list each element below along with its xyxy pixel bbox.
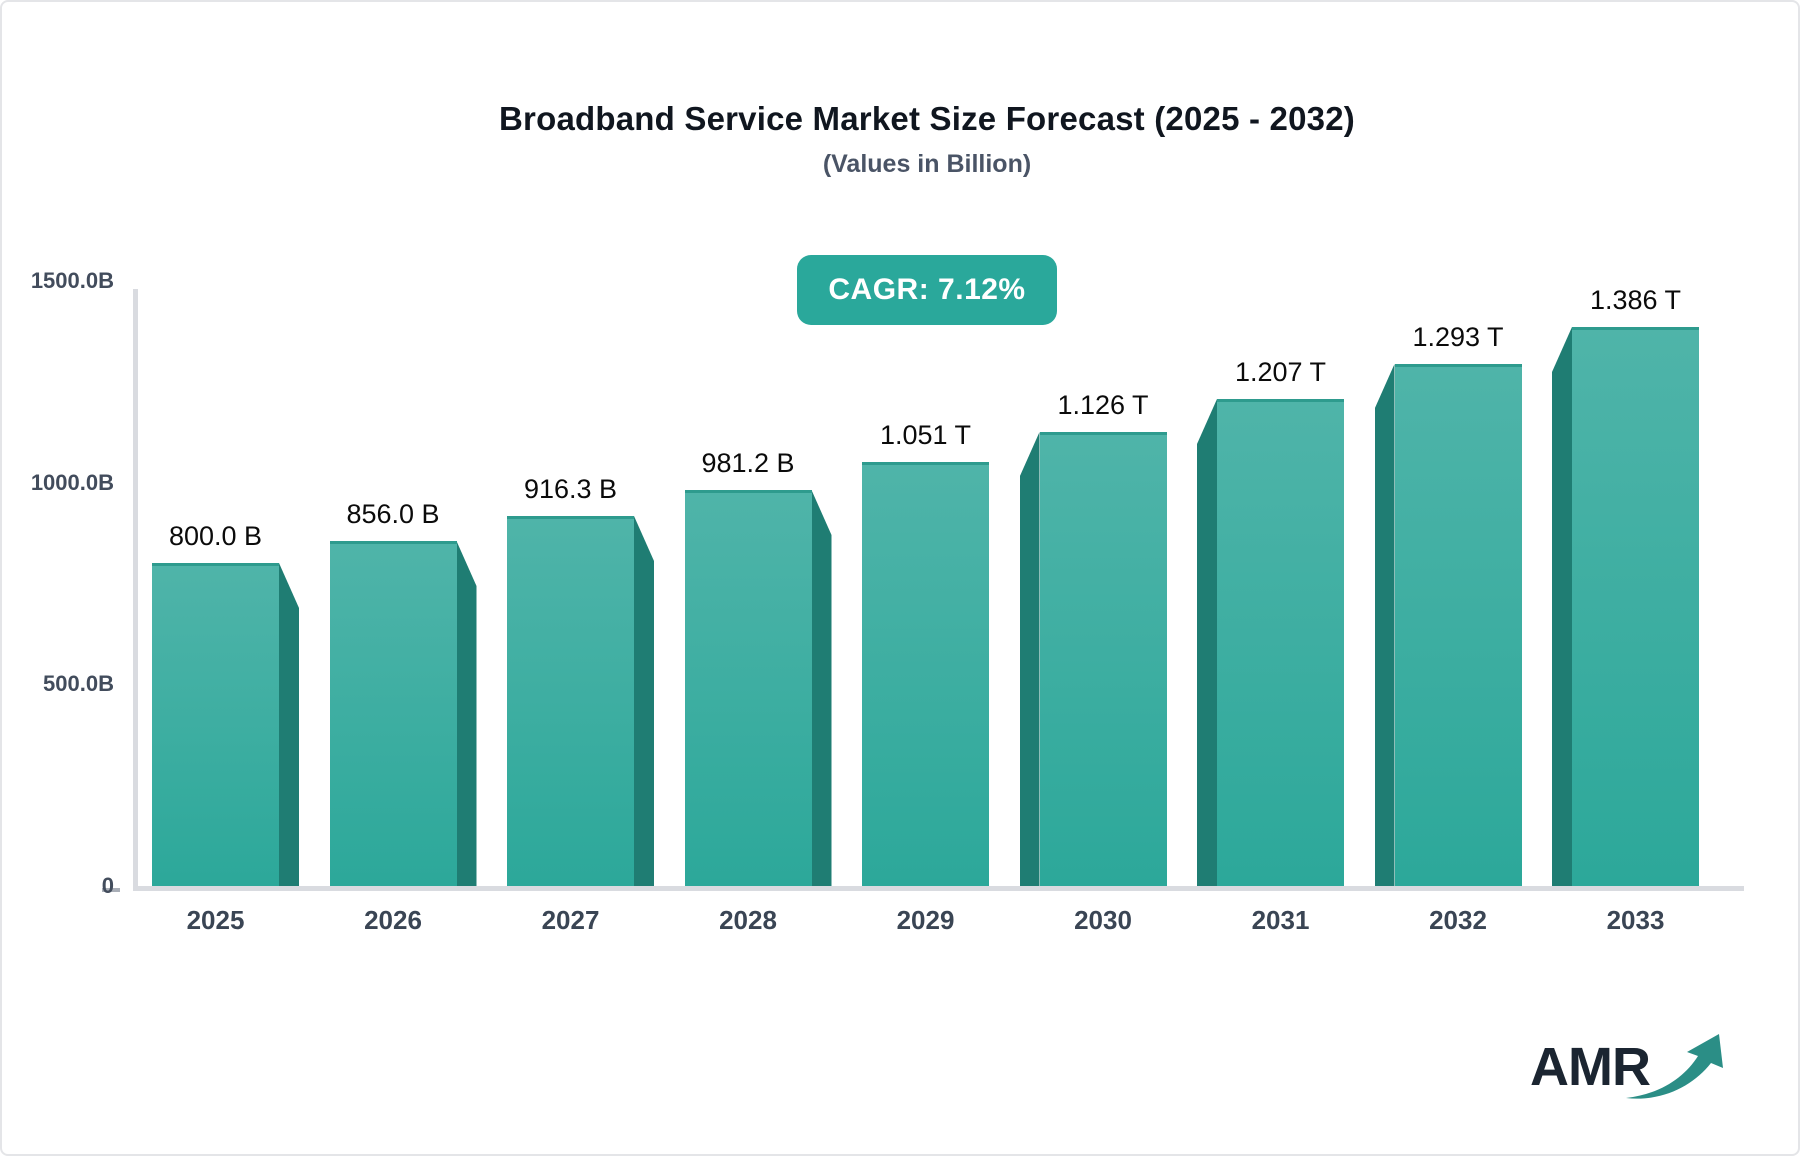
- bar-2032: [1394, 364, 1522, 886]
- bar-value-label: 1.051 T: [879, 420, 972, 450]
- x-axis-label-2027: 2027: [541, 905, 600, 935]
- x-axis-label-2025: 2025: [186, 905, 245, 935]
- bar-value-label: 981.2 B: [701, 448, 795, 478]
- x-axis-label-2028: 2028: [719, 905, 777, 935]
- bar-value-label: 1.293 T: [1412, 322, 1504, 352]
- x-axis-label-2032: 2032: [1429, 905, 1487, 935]
- bar-value-label: 1.207 T: [1234, 357, 1327, 387]
- bar-3d-side-2028: [811, 490, 832, 886]
- bar-2029: [862, 462, 989, 886]
- zero-tick-mark: [102, 888, 120, 892]
- x-axis-line: [133, 886, 1744, 891]
- bar-3d-side-2026: [456, 541, 477, 886]
- y-axis-line: [133, 289, 138, 890]
- bar-value-label: 916.3 B: [523, 474, 618, 504]
- bar-value-label: 800.0 B: [168, 521, 263, 551]
- bar-3d-side-2032: [1374, 364, 1395, 886]
- cagr-badge: CAGR: 7.12%: [797, 255, 1057, 325]
- y-axis-tick-label: 1500.0B: [30, 267, 114, 293]
- y-axis-tick-label: 1000.0B: [30, 469, 114, 495]
- bar-2033: [1572, 327, 1699, 886]
- bar-value-label: 856.0 B: [346, 499, 440, 529]
- bar-2030: [1039, 432, 1167, 886]
- bar-3d-side-2025: [279, 563, 299, 886]
- bar-2025: [152, 563, 279, 886]
- x-axis-label-2026: 2026: [364, 905, 422, 935]
- bar-2031: [1217, 399, 1344, 886]
- chart-subtitle: (Values in Billion): [822, 150, 1032, 178]
- amr-logo-text: AMR: [1530, 1037, 1651, 1097]
- x-axis-label-2033: 2033: [1606, 905, 1665, 935]
- x-axis-label-2031: 2031: [1251, 905, 1310, 935]
- bar-2026: [329, 541, 457, 886]
- bar-value-label: 1.386 T: [1589, 285, 1682, 315]
- chart-title: Broadband Service Market Size Forecast (…: [499, 100, 1355, 137]
- x-axis-label-2030: 2030: [1074, 905, 1132, 935]
- bar-3d-side-2031: [1197, 399, 1217, 886]
- amr-logo: AMR: [1530, 1032, 1723, 1112]
- x-axis-label-2029: 2029: [896, 905, 955, 935]
- bar-2028: [684, 490, 812, 886]
- y-axis-tick-label: 500.0B: [43, 671, 114, 697]
- bar-value-label: 1.126 T: [1057, 390, 1149, 420]
- growth-arrow-icon: [1626, 1034, 1723, 1099]
- bar-3d-side-2033: [1552, 327, 1572, 886]
- bar-3d-side-2027: [634, 516, 654, 886]
- bar-3d-side-2030: [1019, 432, 1040, 886]
- bar-2027: [507, 516, 634, 886]
- y-axis-tick-label: 0: [101, 873, 114, 898]
